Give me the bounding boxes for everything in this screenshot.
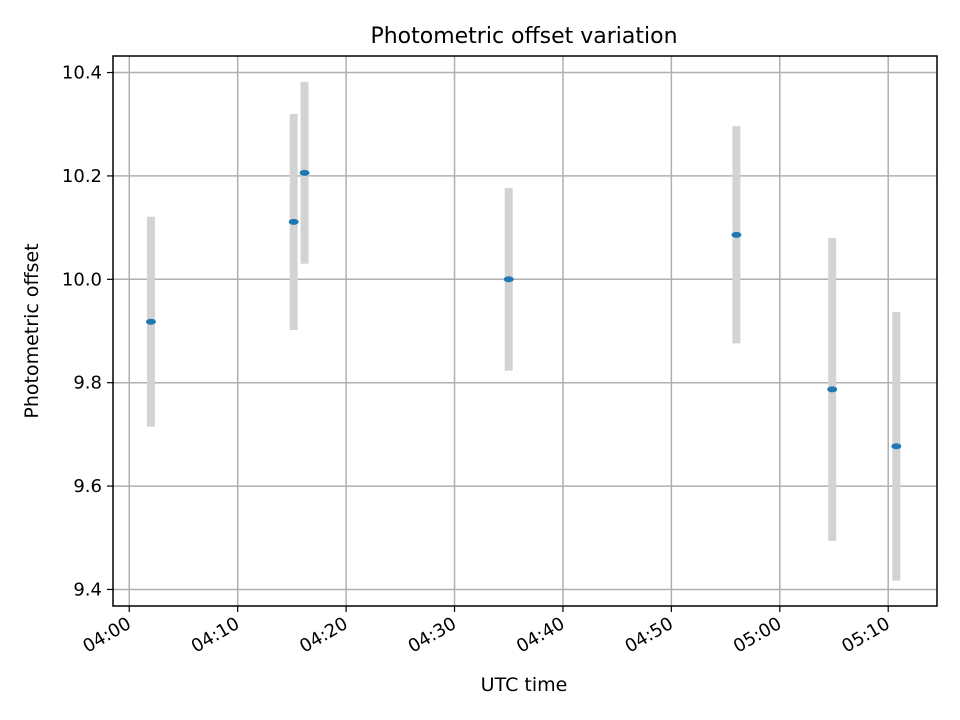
x-tick-label: 04:00 [79,613,134,657]
y-axis-label: Photometric offset [21,243,43,418]
x-tick-label: 04:40 [513,613,568,657]
chart-title: Photometric offset variation [370,24,677,49]
data-point [827,386,838,393]
y-tick-label: 9.6 [73,476,102,497]
x-axis-ticks: 04:00 04:10 04:20 04:30 04:40 04:50 05:00 05:10 [79,606,894,657]
plot-frame [112,55,938,607]
data-point [891,443,902,450]
x-axis-label: UTC time [481,674,568,696]
y-tick-label: 9.8 [73,373,102,394]
error-bars [146,81,901,581]
x-tick-label: 05:00 [730,613,785,657]
x-tick-label: 05:10 [838,613,893,657]
data-point [731,231,742,238]
grid-lines [113,56,937,606]
y-axis-ticks: 9.4 9.6 9.8 10.0 10.2 10.4 [62,63,113,600]
x-tick-label: 04:10 [188,613,243,657]
data-points [145,169,902,450]
x-tick-label: 04:30 [405,613,460,657]
y-tick-label: 10.0 [62,269,102,290]
data-point [503,276,514,283]
data-point [288,218,299,225]
x-tick-label: 04:20 [296,613,351,657]
y-tick-label: 10.2 [62,166,102,187]
x-tick-label: 04:50 [621,613,676,657]
data-point [299,169,310,176]
y-tick-label: 10.4 [62,63,102,84]
y-tick-label: 9.4 [73,579,102,600]
data-point [145,318,156,325]
